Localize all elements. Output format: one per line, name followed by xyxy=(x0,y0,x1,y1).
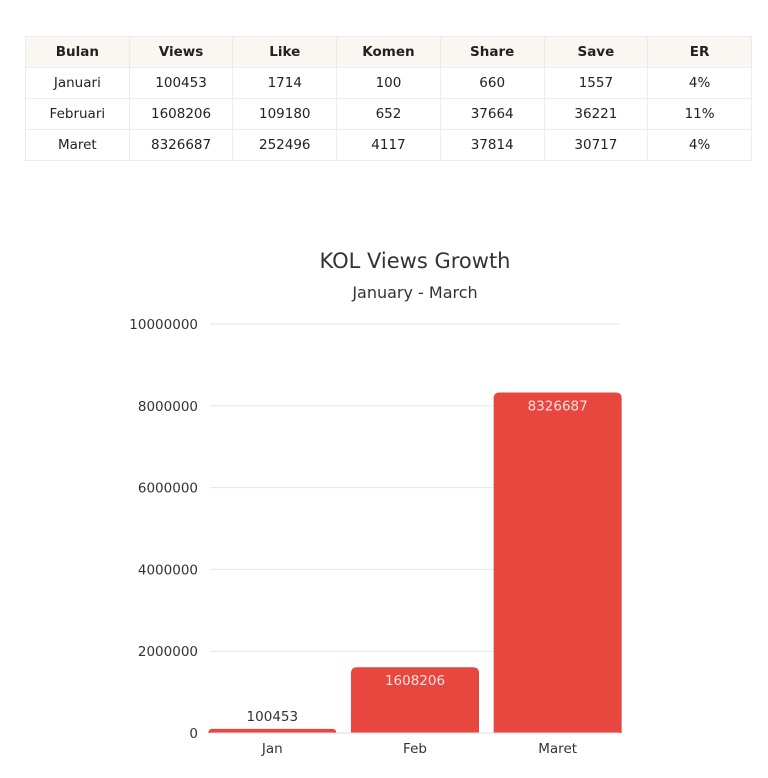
chart-title: KOL Views Growth xyxy=(320,249,511,273)
table-row: Maret 8326687 252496 4117 37814 30717 4% xyxy=(25,129,752,161)
y-tick-label: 4000000 xyxy=(138,562,198,578)
table-row: Januari 100453 1714 100 660 1557 4% xyxy=(25,67,752,99)
column-header: Komen xyxy=(336,36,441,68)
table-row: Februari 1608206 109180 652 37664 36221 11% xyxy=(25,98,752,130)
table-cell: 109180 xyxy=(232,98,338,130)
table-cell: 1714 xyxy=(232,67,338,99)
table-cell: 37814 xyxy=(439,129,545,161)
kol-metrics-table: Bulan Views Like Komen Share Save ER Januari 10… xyxy=(25,36,752,161)
table-cell: 8326687 xyxy=(128,129,234,161)
column-header: Save xyxy=(543,36,649,68)
table-cell: 100453 xyxy=(128,67,234,99)
y-tick-label: 0 xyxy=(189,726,198,742)
chart-subtitle: January - March xyxy=(351,283,477,302)
table-cell: 37664 xyxy=(439,98,545,130)
column-header: ER xyxy=(647,36,752,68)
data-label: 8326687 xyxy=(528,398,588,414)
bar-feb xyxy=(351,667,479,733)
data-label: 1608206 xyxy=(385,673,445,689)
y-tick-label: 6000000 xyxy=(138,481,198,497)
y-tick-label: 8000000 xyxy=(138,399,198,415)
table-header-row: Bulan Views Like Komen Share Save ER xyxy=(25,36,752,68)
table-cell: 4% xyxy=(647,129,752,161)
bar-jan xyxy=(208,728,337,733)
table-cell: 252496 xyxy=(232,129,338,161)
data-label: 100453 xyxy=(247,709,299,725)
table-cell: Februari xyxy=(25,98,130,130)
table-cell: 36221 xyxy=(543,98,649,130)
table-cell: Maret xyxy=(25,129,130,161)
table-cell: 4117 xyxy=(336,129,441,161)
table-cell: 1557 xyxy=(543,67,649,99)
y-tick-label: 10000000 xyxy=(129,317,198,333)
column-header: Share xyxy=(439,36,545,68)
table-cell: Januari xyxy=(25,67,130,99)
y-tick-label: 2000000 xyxy=(138,644,198,660)
x-tick-label: Feb xyxy=(403,741,427,757)
x-tick-label: Jan xyxy=(261,741,283,757)
x-tick-label: Maret xyxy=(538,741,577,757)
bar-maret xyxy=(493,392,622,733)
table-cell: 4% xyxy=(647,67,752,99)
table-cell: 652 xyxy=(336,98,441,130)
column-header: Bulan xyxy=(25,36,130,68)
